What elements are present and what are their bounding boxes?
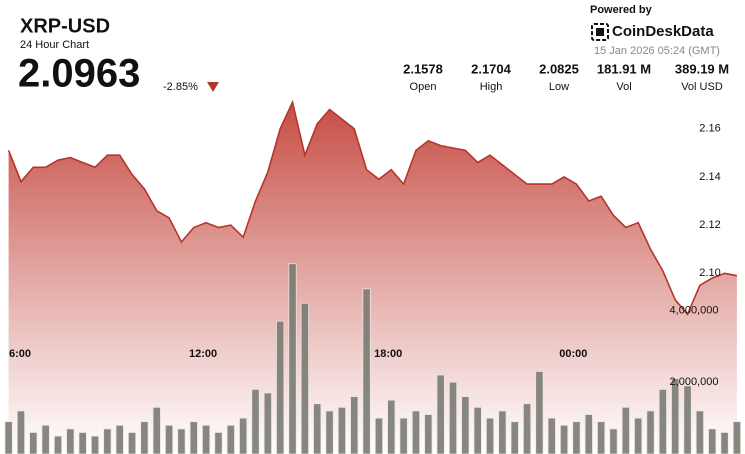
volume-bar: [424, 414, 433, 454]
volume-bar: [251, 388, 260, 454]
x-tick-label: 18:00: [374, 348, 402, 360]
stat-value: 2.1704: [471, 61, 512, 76]
volume-bar: [436, 374, 445, 454]
volume-bar: [29, 432, 38, 454]
volume-bar: [461, 396, 470, 454]
volume-bar: [239, 417, 248, 454]
volume-bar: [485, 417, 495, 454]
volume-bar: [214, 432, 223, 454]
stat-label: Open: [410, 81, 437, 93]
volume-bar: [78, 432, 87, 454]
stat-value: 389.19 M: [675, 61, 729, 76]
volume-bar: [498, 410, 507, 454]
volume-bar: [559, 424, 569, 454]
volume-bar: [276, 320, 285, 454]
stat-label: Low: [549, 81, 569, 93]
stat-value: 2.1578: [403, 61, 443, 76]
volume-bar: [313, 403, 322, 454]
volume-bar: [140, 421, 149, 454]
y-tick-label: 2.10: [699, 267, 720, 279]
volume-bar: [387, 399, 396, 454]
volume-bar: [671, 378, 680, 454]
volume-bar: [152, 406, 161, 454]
y-tick-label: 2.16: [699, 123, 720, 135]
volume-bar: [202, 424, 211, 454]
y2-tick-label: 4,000,000: [670, 304, 719, 316]
brand: CoinDeskData: [612, 23, 714, 40]
stat-value: 181.91 M: [597, 61, 651, 76]
volume-bar: [374, 417, 384, 454]
volume-bar: [658, 388, 667, 454]
volume-bar: [695, 410, 704, 454]
volume-bar: [448, 381, 458, 454]
price: 2.0963: [18, 52, 140, 96]
volume-bar: [572, 421, 581, 454]
volume-bar: [609, 428, 618, 454]
volume-bar: [16, 410, 26, 454]
y-tick-label: 2.12: [699, 219, 720, 231]
volume-bar: [510, 421, 519, 454]
volume-bar: [720, 432, 729, 454]
x-tick-label: 12:00: [189, 348, 217, 360]
price-line: [7, 99, 738, 316]
volume-bar: [547, 417, 556, 454]
volume-bar: [522, 403, 532, 454]
volume-bar: [362, 288, 371, 454]
volume-bar: [621, 406, 630, 454]
x-tick-label: 6:00: [9, 348, 31, 360]
volume-bar: [90, 435, 100, 454]
volume-bar: [177, 428, 186, 454]
volume-bar: [127, 432, 137, 454]
volume-bar: [4, 421, 13, 454]
stat-value: 2.0825: [539, 61, 579, 76]
y2-tick-label: 2,000,000: [670, 376, 719, 388]
brand-icon: [591, 23, 609, 41]
timestamp: 15 Jan 2026 05:24 (GMT): [594, 45, 720, 57]
change: -2.85%: [163, 81, 198, 93]
volume-bar: [399, 417, 408, 454]
volume-bar: [646, 410, 655, 454]
stat-label: High: [480, 81, 503, 93]
volume-bar: [115, 424, 124, 454]
area-fill: [8, 102, 737, 454]
powered-by: Powered by: [590, 4, 653, 16]
volume-bar: [103, 428, 112, 454]
volume-bar: [597, 421, 606, 454]
volume-bar: [263, 392, 272, 454]
volume-bar: [325, 410, 334, 454]
subtitle: 24 Hour Chart: [20, 39, 89, 51]
volume-bar: [473, 406, 482, 454]
volume-bar: [41, 424, 50, 454]
title: XRP-USD: [20, 15, 110, 37]
volume-bar: [226, 424, 235, 454]
y-tick-label: 2.14: [699, 171, 720, 183]
x-tick-label: 00:00: [559, 348, 587, 360]
volume-bar: [337, 406, 347, 454]
volume-bar: [634, 417, 643, 454]
volume-bar: [53, 435, 63, 454]
volume-bar: [164, 424, 174, 454]
volume-bar: [300, 302, 309, 454]
volume-bar: [732, 421, 742, 454]
stat-label: Vol USD: [681, 81, 723, 93]
volume-bar: [584, 414, 593, 454]
volume-bar: [411, 410, 421, 454]
stat-label: Vol: [616, 81, 631, 93]
volume-bar: [288, 263, 297, 454]
volume-bar: [350, 396, 359, 454]
down-arrow: [207, 82, 219, 92]
volume-bar: [66, 428, 75, 454]
volume-bar: [708, 428, 717, 454]
volume-bar: [189, 421, 198, 454]
volume-bar: [683, 385, 692, 454]
volume-bar: [535, 371, 544, 454]
